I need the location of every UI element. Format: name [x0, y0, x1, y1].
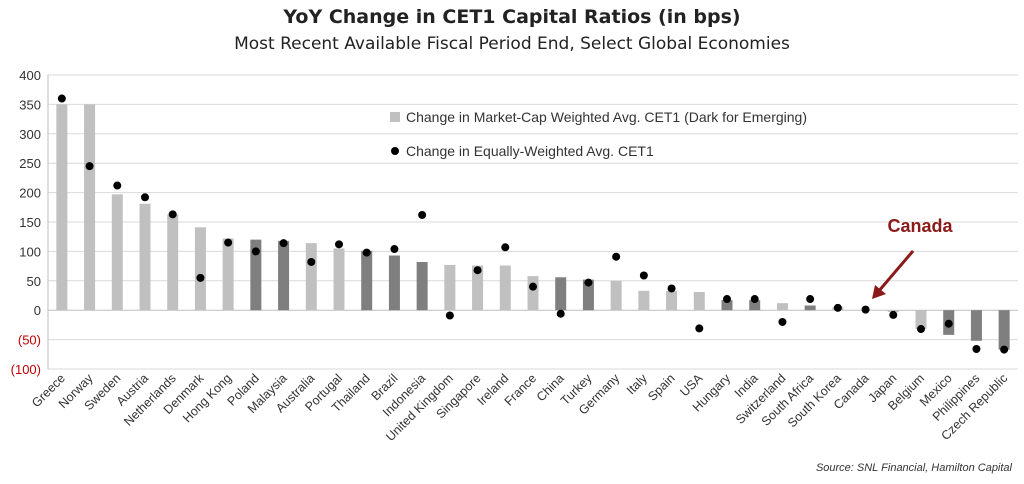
dot-canada: [861, 305, 870, 314]
bar-hong-kong: [222, 238, 234, 311]
gridlines: [48, 74, 1018, 370]
dot-south-korea: [833, 303, 842, 312]
dot-switzerland: [778, 317, 787, 326]
bar-south-africa: [804, 305, 816, 311]
bar-italy: [638, 290, 650, 311]
bar-brazil: [388, 255, 400, 311]
dot-mexico: [944, 319, 953, 328]
bar-hungary: [721, 300, 733, 311]
dot-philippines: [972, 345, 981, 354]
dot-turkey: [584, 278, 593, 287]
legend-bar-label: Change in Market-Cap Weighted Avg. CET1 …: [406, 109, 807, 125]
bar-singapore: [472, 265, 484, 311]
source-note: Source: SNL Financial, Hamilton Capital: [815, 462, 1012, 474]
bar-malaysia: [278, 240, 290, 311]
y-tick-label: 400: [19, 68, 41, 83]
canada-annotation-label: Canada: [887, 216, 953, 236]
dot-greece: [57, 94, 66, 103]
canada-annotation: Canada: [872, 216, 953, 299]
dot-hong-kong: [224, 238, 233, 247]
y-tick-label: 50: [27, 274, 41, 289]
dot-germany: [612, 252, 621, 261]
dot-malaysia: [279, 239, 288, 248]
chart-title: YoY Change in CET1 Capital Ratios (in bp…: [283, 6, 741, 28]
bar-switzerland: [776, 303, 788, 311]
dot-france: [529, 282, 537, 291]
y-tick-label: 200: [19, 186, 41, 201]
bar-thailand: [361, 250, 373, 311]
y-tick-label: 300: [19, 127, 41, 142]
y-tick-label: 100: [19, 244, 41, 259]
x-tick-label: Spain: [645, 371, 678, 404]
dot-ireland: [501, 243, 510, 252]
legend-dot-swatch: [391, 147, 399, 155]
y-tick-label: 150: [19, 215, 41, 230]
dot-brazil: [390, 245, 399, 254]
dot-portugal: [335, 240, 343, 249]
bar-philippines: [970, 310, 982, 341]
dot-austria: [141, 193, 149, 202]
bar-usa: [693, 291, 705, 311]
bar-united-kingdom: [444, 264, 456, 311]
legend: Change in Market-Cap Weighted Avg. CET1 …: [390, 109, 807, 159]
bar-turkey: [582, 279, 594, 311]
dot-india: [750, 295, 759, 304]
legend-dot-label: Change in Equally-Weighted Avg. CET1: [406, 143, 654, 159]
bar-greece: [56, 104, 68, 311]
x-tick-label: France: [502, 371, 539, 408]
chart-subtitle: Most Recent Available Fiscal Period End,…: [234, 34, 790, 54]
dot-australia: [307, 257, 316, 266]
dot-japan: [889, 310, 898, 319]
y-tick-label: 250: [19, 156, 41, 171]
dot-norway: [85, 162, 94, 171]
x-axis-labels: GreeceNorwaySwedenAustriaNetherlandsDenm…: [29, 371, 1010, 444]
dot-czech-republic: [1000, 345, 1009, 354]
canada-arrow-head: [872, 285, 886, 299]
y-axis: 400 350 300 250 200 150 100 50 0 (50) (100): [11, 68, 49, 377]
y-tick-label: (100): [11, 362, 41, 377]
y-tick-label: (50): [18, 333, 41, 348]
bar-indonesia: [416, 261, 428, 311]
dot-united-kingdom: [445, 311, 454, 320]
bar-germany: [610, 280, 622, 311]
bar-portugal: [333, 248, 345, 311]
bar-sweden: [111, 194, 123, 311]
bar-austria: [139, 203, 151, 311]
dot-sweden: [113, 181, 122, 190]
dot-usa: [695, 324, 704, 333]
bar-india: [749, 300, 761, 311]
dot-south-africa: [806, 295, 815, 304]
dot-belgium: [917, 325, 925, 334]
bar-ireland: [499, 265, 511, 311]
dot-china: [556, 309, 565, 318]
dot-italy: [639, 271, 648, 280]
bar-norway: [84, 104, 96, 311]
dot-hungary: [723, 295, 731, 304]
bar-belgium: [915, 310, 927, 330]
bar-australia: [305, 243, 317, 311]
bar-china: [555, 277, 567, 311]
bar-netherlands: [167, 214, 179, 311]
dot-denmark: [196, 273, 205, 282]
y-tick-label: 0: [34, 303, 41, 318]
canada-arrow: [876, 250, 915, 293]
dot-poland: [251, 247, 260, 256]
bar-czech-republic: [998, 310, 1010, 350]
bar-poland: [250, 239, 262, 311]
y-tick-label: 350: [19, 97, 41, 112]
legend-bar-swatch: [390, 112, 400, 122]
dot-thailand: [362, 248, 371, 257]
dot-netherlands: [168, 210, 177, 219]
bar-france: [527, 276, 539, 311]
dot-series: [57, 94, 1009, 354]
dot-singapore: [473, 266, 482, 275]
bar-denmark: [194, 227, 206, 311]
dot-spain: [667, 284, 676, 293]
dot-indonesia: [418, 210, 427, 219]
bar-spain: [666, 290, 678, 311]
